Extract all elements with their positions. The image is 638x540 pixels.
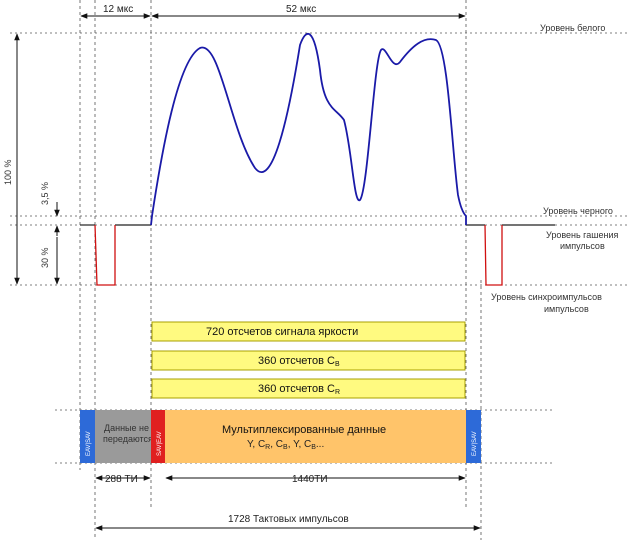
no-data-label-2: передаются (103, 434, 153, 444)
sync-pulse-left (94, 224, 116, 286)
cr-bar-subscript: R (335, 389, 340, 396)
sync-level-label-1: Уровень синхроимпульсов (491, 292, 602, 302)
multiplexed-block (165, 410, 466, 463)
cb-bar (151, 350, 466, 371)
sync-level-label-2: импульсов (544, 304, 589, 314)
video-signal-waveform (150, 33, 467, 226)
multiplexed-title: Мультиплексированные данные (222, 424, 386, 436)
cr-bar-label: 360 отсчетов CR (258, 383, 340, 396)
cb-bar-label: 360 отсчетов CB (258, 355, 340, 368)
no-data-label-1: Данные не (104, 423, 149, 433)
setup-label: 3,5 % (40, 182, 50, 205)
blanking-level-label-1: Уровень гашения (546, 230, 618, 240)
eav-block-left (80, 410, 95, 463)
no-data-block (95, 410, 151, 463)
sample-bars: 720 отсчетов сигнала яркости 360 отсчето… (151, 321, 466, 399)
sync-pulse-right (484, 224, 503, 286)
eav-block-left-label: EAV|SAV (86, 431, 92, 456)
cr-bar-text: 360 отсчетов C (258, 383, 335, 395)
full-range-label: 100 % (3, 159, 13, 185)
sync-range-label: 30 % (40, 247, 50, 268)
white-level-label: Уровень белого (540, 23, 605, 33)
cb-bar-subscript: B (335, 361, 340, 368)
sav-block (151, 410, 165, 463)
eav-block-right-label: EAV|SAV (472, 431, 478, 456)
data-stream: EAV|SAV Данные не передаются SAV|EAV Мул… (80, 410, 481, 463)
luma-bar-label: 720 отсчетов сигнала яркости (206, 326, 358, 338)
blanking-level-label-2: импульсов (560, 241, 605, 251)
sav-block-label: SAV|EAV (157, 431, 163, 456)
cb-bar-text: 360 отсчетов C (258, 355, 335, 367)
active-time-label: 52 мкс (286, 4, 316, 15)
cr-bar (151, 378, 466, 399)
active-ti-label: 1440ТИ (292, 474, 328, 485)
total-ti-label: 1728 Тактовых импульсов (228, 514, 349, 525)
blank-ti-label: 288 ТИ (105, 474, 138, 485)
black-level-label: Уровень черного (543, 206, 613, 216)
luma-bar (151, 321, 466, 342)
blank-time-label: 12 мкс (103, 4, 133, 15)
eav-block-right (466, 410, 481, 463)
